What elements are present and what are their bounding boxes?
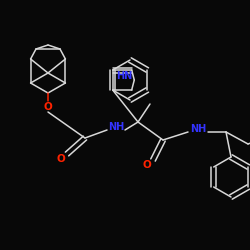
Text: O: O (44, 102, 52, 112)
Text: HN: HN (116, 71, 132, 81)
Text: NH: NH (190, 124, 206, 134)
Text: O: O (142, 160, 152, 170)
Text: NH: NH (108, 122, 124, 132)
Text: O: O (56, 154, 66, 164)
